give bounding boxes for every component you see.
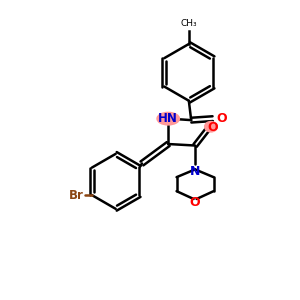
- Text: Br: Br: [69, 189, 83, 202]
- Ellipse shape: [157, 112, 179, 125]
- Text: O: O: [190, 196, 200, 209]
- Ellipse shape: [205, 122, 217, 132]
- Text: O: O: [217, 112, 227, 125]
- Text: HN: HN: [158, 112, 178, 125]
- Text: O: O: [207, 121, 218, 134]
- Text: CH₃: CH₃: [181, 20, 197, 28]
- Text: N: N: [190, 165, 200, 178]
